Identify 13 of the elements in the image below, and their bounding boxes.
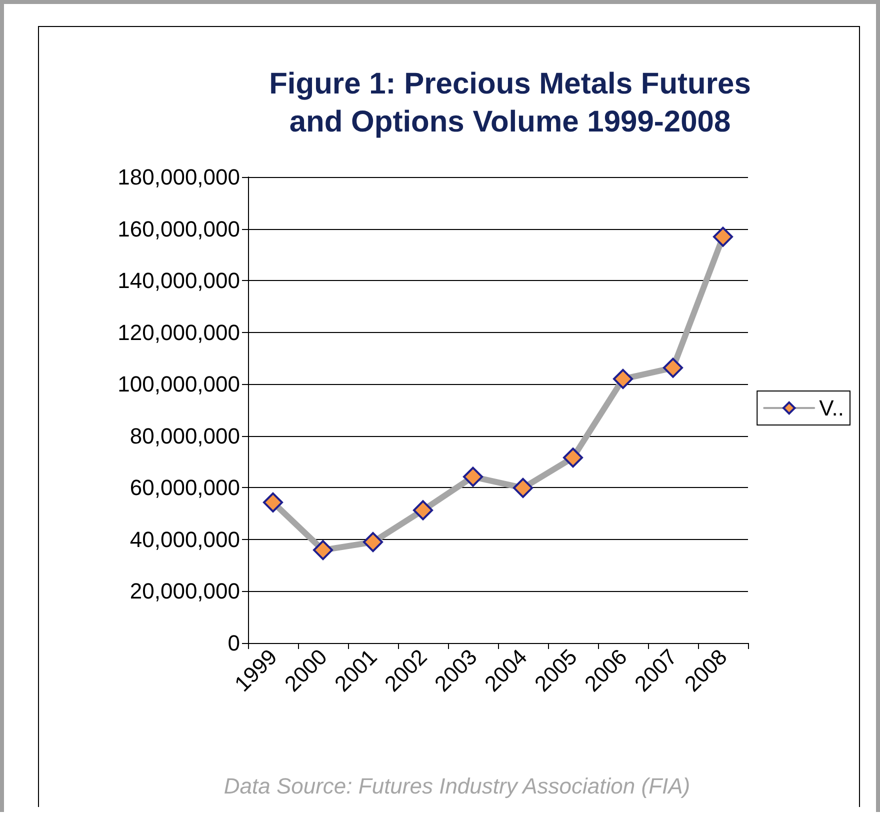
y-tick-label: 80,000,000 — [130, 423, 240, 448]
y-tick-label: 180,000,000 — [118, 164, 240, 190]
y-tick-label: 160,000,000 — [118, 216, 240, 242]
y-tick-label: 60,000,000 — [130, 475, 240, 500]
source-note: Data Source: Futures Industry Association (FIA) — [224, 774, 690, 798]
y-tick-label: 20,000,000 — [130, 578, 240, 604]
y-tick-label: 100,000,000 — [118, 372, 240, 397]
y-tick-label: 40,000,000 — [130, 526, 240, 552]
y-tick-label: 140,000,000 — [118, 268, 240, 294]
y-tick-label: 0 — [228, 630, 240, 656]
chart-title: Figure 1: Precious Metals Futures and Options Volume 1999-2008 — [269, 68, 751, 138]
legend-label: V.. — [819, 396, 844, 420]
y-tick-label: 120,000,000 — [118, 320, 240, 345]
